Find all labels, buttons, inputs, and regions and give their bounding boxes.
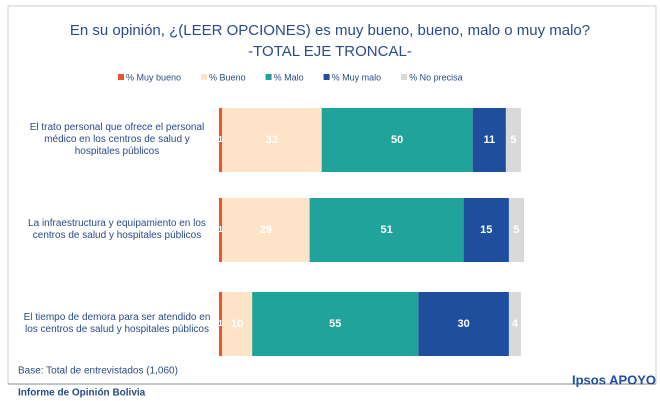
data-label: 33 [266,134,278,146]
legend-label: % No precisa [409,72,463,82]
bar-segment [222,108,322,172]
bar-segment [508,198,525,262]
legend-swatch [323,74,330,80]
footer: Informe de Opinión Bolivia [18,388,146,399]
bar-segment [219,292,223,356]
data-label: 29 [260,224,272,236]
legend-swatch [118,74,124,80]
bar-segment [321,108,473,172]
data-label: 55 [329,318,341,330]
category-label: El trato personal que ofrece el personal… [29,122,205,157]
legend-label: % Bueno [209,72,246,82]
data-label: 1 [218,225,223,234]
bar-segment [309,198,464,262]
bar-segment [219,108,223,172]
legend-label: % Malo [274,72,304,82]
data-label: 11 [483,134,495,146]
data-label: 51 [380,224,392,236]
bar-segment [508,292,521,356]
bar-segment [219,198,223,262]
bar-segment [222,292,253,356]
data-label: 5 [510,134,516,146]
category-label: El tiempo de demora para ser atendido en… [23,312,211,335]
bar-segment [252,292,419,356]
legend-swatch [401,74,408,80]
legend-label: % Muy bueno [126,72,181,82]
bar-segment [463,198,509,262]
data-label: 30 [457,318,469,330]
data-label: 1 [218,319,223,328]
brand: Ipsos APOYO [572,372,656,387]
bar-segment [505,108,521,172]
chart-subtitle: -TOTAL EJE TRONCAL- [248,43,412,60]
legend-label: % Muy malo [332,72,382,82]
data-label: 15 [480,224,492,236]
legend-swatch [201,74,208,80]
bar-segment [472,108,506,172]
data-label: 50 [391,134,403,146]
chart-title: En su opinión, ¿(LEER OPCIONES) es muy b… [70,22,590,39]
bar-segment [418,292,509,356]
category-label: La infraestructura y equipamiento en los… [28,218,206,241]
data-label: 1 [218,135,223,144]
data-label: 10 [231,318,243,330]
legend-swatch [265,74,272,80]
data-label: 5 [513,224,519,236]
bar-segment [222,198,310,262]
base-note: Base: Total de entrevistados (1,060) [18,366,178,377]
data-label: 4 [512,318,519,330]
